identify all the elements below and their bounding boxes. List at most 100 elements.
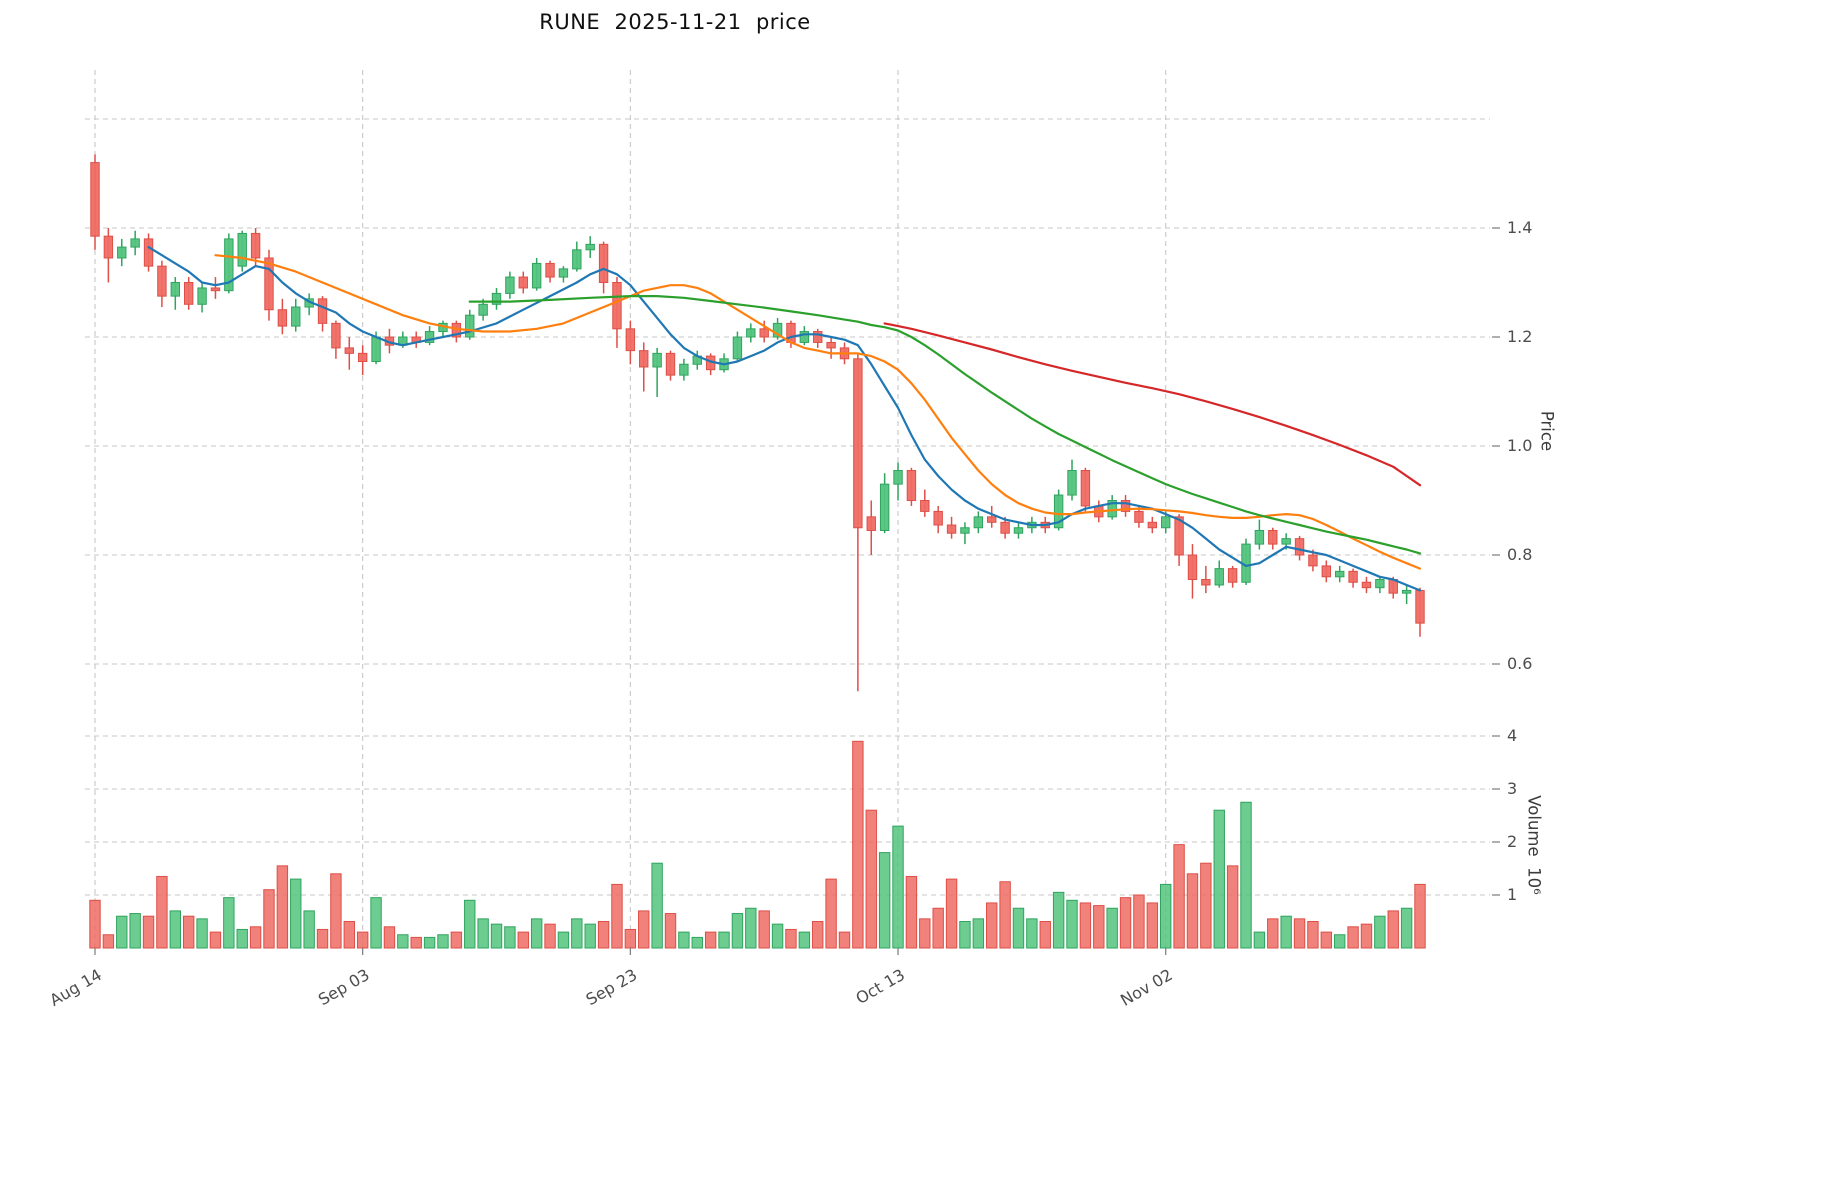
volume-bar [156,875,168,949]
volume-bar [838,931,851,949]
volume-bar [383,926,396,949]
volume-bar [1012,907,1025,949]
volume-bar [142,915,155,949]
candle-body [505,276,515,294]
candle-body [598,243,609,284]
volume-bar [624,928,637,949]
volume-bar [209,931,222,949]
candle-body [197,287,207,305]
volume-bar [1333,934,1346,949]
volume-bar [1106,907,1118,949]
candle-body [1000,521,1010,534]
volume-bar [678,931,690,949]
date-tick-label: Sep 03 [315,965,373,1009]
volume-bar [945,878,958,949]
candle-body [424,331,435,343]
date-tick-label: Aug 14 [46,965,105,1010]
volume-bar [236,928,248,949]
volume-bar [865,809,877,949]
volume-bar [116,915,128,949]
volume-bar [276,865,289,949]
candle-body [1013,527,1024,534]
candle-body [920,500,930,512]
volume-bar [651,862,663,949]
candle-body [625,328,636,352]
price-tick-label: 1.0 [1507,436,1532,455]
candle-body [157,265,167,297]
volume-bar [932,907,944,949]
volume-bar [196,918,208,949]
volume-bar [1226,865,1239,949]
candle-body [746,328,756,338]
candle-body [853,358,863,529]
candle-body [1107,500,1117,518]
candle-body [491,292,502,305]
volume-bar [557,931,570,949]
volume-bar [718,931,730,949]
volume-bar [812,921,824,949]
volume-bar [303,910,315,949]
candle-body [1334,570,1345,578]
ma-overlays [147,246,1422,592]
candle-body [639,350,649,368]
candle-body [1227,568,1238,583]
volume-bar [223,897,235,949]
volume-bar [758,910,770,949]
volume-bar [343,921,355,949]
volume-bar [544,923,556,949]
candle-body [772,322,783,338]
volume-tick-label: 3 [1507,779,1517,798]
candle-body [665,352,676,376]
candle-body [357,352,368,363]
volume-bar [1253,931,1266,949]
volume-bar [986,902,998,949]
candle-body [1187,554,1198,581]
gridlines [85,70,1490,948]
candle-body [558,268,569,278]
candle-body [1375,579,1385,589]
volume-bar [1186,873,1199,949]
volume-bar [89,899,101,949]
volume-bar [129,913,141,949]
volume-bar [1347,926,1359,949]
ma_blue-line [147,246,1422,592]
candle-body [1361,581,1372,589]
candle-body [652,352,662,368]
volume-bar [1160,883,1172,949]
volume-bar [892,825,904,949]
candle-body [813,331,823,343]
price-tick-label: 1.2 [1507,327,1532,346]
candle-body [1268,529,1278,545]
volume-bar [664,913,677,949]
volume-bar [1387,910,1399,949]
candle-body [946,524,957,534]
candle-body [317,298,328,324]
volume-bar [1133,894,1145,949]
volume-bar [597,921,610,949]
volume-bar [638,910,650,949]
candle-body [331,322,341,349]
volume-bar [1240,801,1252,949]
volume-bar [1200,862,1212,949]
candle-body [679,363,689,376]
volume-bar [785,928,797,949]
candles [90,154,1425,692]
volume-bar [878,852,891,949]
candle-body [879,483,890,531]
volume-bar [1119,897,1132,949]
volume-bar [397,934,409,949]
price-tick-label: 1.4 [1507,218,1532,237]
volume-bar [182,915,195,949]
candle-body [465,314,475,338]
candle-body [277,309,288,327]
candle-body [478,303,488,316]
candle-body [264,257,274,311]
volume-bar [423,936,436,949]
candle-body [143,238,154,267]
candle-body [1294,538,1305,556]
candle-body [973,516,984,529]
candle-body [531,262,542,289]
volume-bar [450,931,463,949]
